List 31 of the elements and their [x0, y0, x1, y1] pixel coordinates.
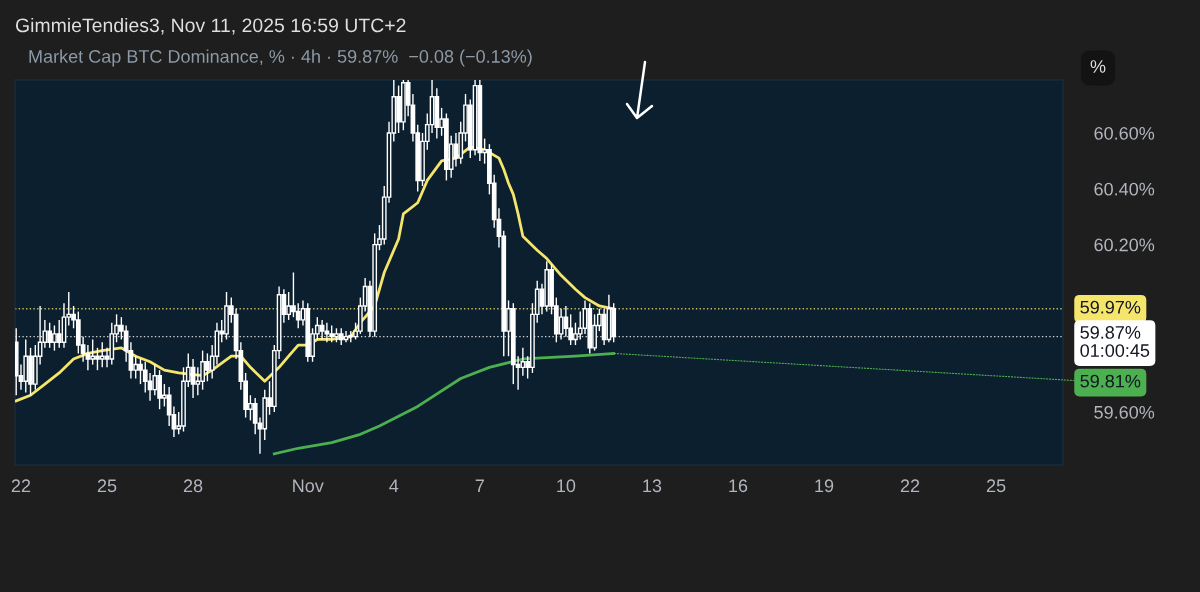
candlestick — [286, 291, 292, 321]
candlestick — [47, 322, 53, 349]
candlestick — [295, 302, 301, 329]
y-tick-label: 60.40% — [1094, 182, 1155, 196]
x-tick-label: 25 — [97, 479, 117, 493]
chart-subtitle: Market Cap BTC Dominance, % · 4h · 59.87% −0.08 (−0.13%) — [29, 49, 532, 67]
text: % — [1090, 60, 1106, 73]
x-tick-label: 22 — [900, 479, 920, 492]
ref-line-label: 59.97% — [1080, 300, 1141, 314]
x-tick-label: 10 — [557, 479, 576, 493]
x-tick-label: Nov — [293, 479, 324, 493]
candlestick — [520, 347, 526, 377]
x-tick-label: 16 — [729, 479, 748, 493]
x-tick-label: 4 — [389, 479, 399, 492]
candlestick — [56, 319, 62, 349]
candlestick — [85, 344, 91, 371]
y-tick-label: 60.20% — [1094, 238, 1155, 252]
chart-title: GimmieTendies3, Nov 11, 2025 16:59 UTC+2 — [15, 17, 406, 35]
y-tick-label: 59.60% — [1094, 405, 1155, 419]
x-tick-label: 22 — [11, 479, 31, 492]
x-tick-label: 25 — [986, 479, 1006, 493]
x-tick-label: 19 — [815, 479, 834, 493]
candlestick — [90, 338, 96, 366]
ref-line-label: 59.87% 01:00:45 — [1080, 326, 1150, 357]
y-tick-label: 60.60% — [1094, 126, 1155, 140]
candlestick — [453, 132, 459, 168]
x-tick-label: 7 — [475, 479, 484, 492]
annotation: 59.81% — [1080, 374, 1141, 388]
x-tick-label: 13 — [643, 479, 662, 493]
x-tick-label: 28 — [183, 479, 203, 493]
candlestick — [99, 341, 105, 369]
